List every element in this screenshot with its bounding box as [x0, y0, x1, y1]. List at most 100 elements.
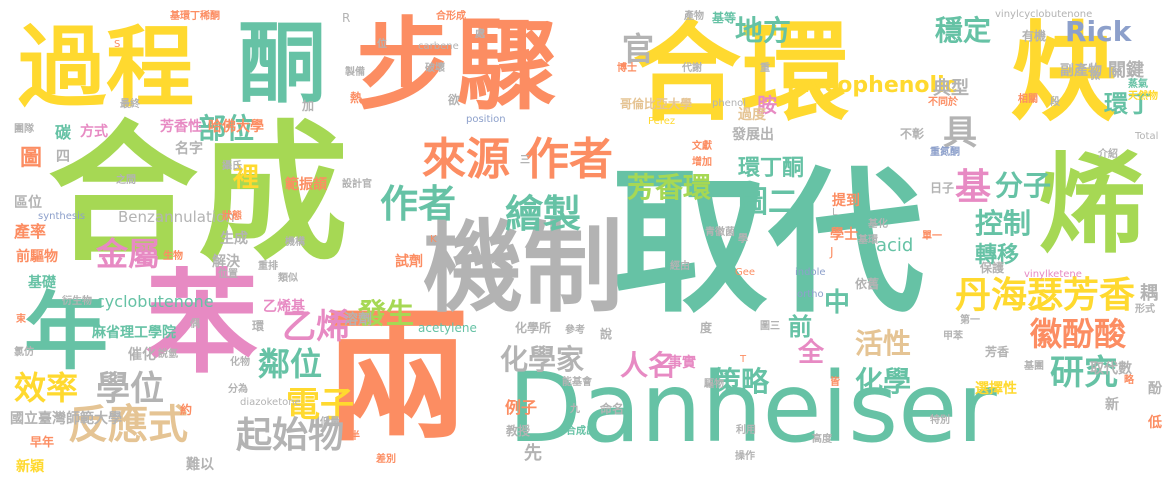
word-jichu: 基礎 — [28, 275, 56, 291]
word-shiji: 試劑 — [395, 254, 423, 270]
word-youji: 有機 — [1022, 29, 1047, 43]
word-liyong: 利用 — [736, 425, 756, 436]
word-jizhi: 機制 — [423, 209, 623, 326]
word-zhengqi: 蒸氣 — [1128, 79, 1148, 90]
word-fangxiangxing: 芳香性 — [160, 119, 202, 135]
word-huawu: 化物 — [230, 357, 250, 368]
word-tusan: 圖三 — [760, 321, 780, 332]
word-gee: Gee — [735, 267, 756, 278]
word-ortho: ortho — [797, 289, 824, 300]
word-fangxiang: 芳香 — [985, 345, 1010, 359]
word-lve: 略 — [1124, 375, 1134, 386]
word-caozuo: 操作 — [735, 451, 755, 462]
word-fazhanchu: 發展出 — [732, 127, 774, 143]
word-huizhi: 繪製 — [505, 192, 582, 236]
word-jideng: 基等 — [712, 11, 737, 25]
word-an: 胺 — [757, 93, 777, 117]
word-boshi: 博士 — [617, 63, 637, 74]
word-r: R — [342, 11, 351, 25]
word-kongzhi: 控制 — [975, 207, 1032, 240]
word-chabie: 差別 — [376, 454, 396, 465]
word-du: 度 — [700, 321, 713, 335]
word-qinghuijun: 青徽菌 — [705, 227, 735, 238]
word-qishiwu: 起始物 — [236, 415, 345, 456]
word-huoxing: 活性 — [855, 327, 912, 360]
word-fen: 酚 — [1148, 381, 1162, 397]
word-nian: 年 — [24, 283, 109, 381]
word-mingzi: 名字 — [175, 141, 203, 157]
word-zhuanyi: 轉移 — [975, 243, 1020, 268]
word-jigou: 機構 — [285, 237, 305, 248]
word-masheng: 麻省理工學院 — [92, 325, 176, 341]
word-ou-char: 偶 — [190, 319, 200, 330]
word-wenxian: 文獻 — [692, 141, 712, 152]
word-xuanzexing: 選擇性 — [975, 381, 1017, 397]
word-fenzi: 分子 — [995, 169, 1052, 202]
word-vinylketene: vinylketene — [1024, 269, 1082, 280]
word-jituan: 基團 — [1024, 361, 1044, 372]
word-cankao: 參考 — [565, 325, 585, 336]
word-xinying: 新穎 — [16, 459, 44, 475]
word-jingyou: 經由 — [670, 261, 690, 272]
word-fanyingshi: 反應式 — [68, 402, 188, 448]
word-shengcheng: 生成 — [220, 231, 248, 247]
word-hehuan: 合環 — [633, 11, 850, 136]
word-s: S — [114, 39, 121, 50]
word-zengjia: 增加 — [692, 157, 712, 168]
word-huanding: 環丁 — [1104, 90, 1152, 118]
word-hechengchu: 合成出 — [566, 426, 596, 437]
word-danyi: 單一 — [922, 231, 942, 242]
word-fuchanwu: 副產物 — [1060, 63, 1102, 79]
word-qudaishu: 取代數 — [1090, 361, 1132, 377]
word-total: Total — [1135, 131, 1159, 142]
word-shuoqing: 說氫 — [158, 349, 178, 360]
word-vinylcyclobutenone: vinylcyclobutenone — [995, 9, 1093, 20]
word-benzannulation: Benzannulation — [118, 208, 235, 226]
word-zhong: 中 — [824, 288, 851, 318]
word-difang: 地方 — [735, 14, 792, 47]
word-hecheng: 合成 — [48, 108, 349, 282]
word-chanwu: 產物 — [684, 11, 704, 22]
word-san: 三 — [520, 155, 530, 166]
word-jiaoshou: 教授 — [506, 424, 531, 438]
word-rick: Rick — [1065, 15, 1132, 48]
word-quan: 全 — [798, 338, 825, 368]
word-zhijian: 之間 — [116, 175, 136, 186]
word-leisi: 類似 — [278, 273, 298, 284]
word-tong: 酮 — [238, 12, 327, 115]
word-buzhang: 不彰 — [900, 127, 925, 141]
word-gelunbiya: 哥倫比亞大學 — [620, 97, 693, 111]
word-xiaolv: 效率 — [14, 369, 79, 407]
word-ji: 基 — [955, 167, 992, 208]
word-diazoketone: diazoketone — [240, 397, 301, 408]
word-ben: 苯 — [146, 259, 258, 389]
word-guocheng: 過程 — [18, 16, 195, 119]
word-tuer: 圖二 — [738, 185, 798, 220]
word-yijiu: 依舊 — [855, 277, 880, 291]
word-rizi: 日子 — [930, 181, 955, 195]
word-xuewei: 學位 — [96, 369, 164, 409]
word-indole: indole — [795, 267, 826, 278]
word-di: 低 — [1148, 415, 1162, 431]
word-gaodu: 高度 — [812, 434, 832, 445]
word-wei2: 微 — [1090, 71, 1100, 82]
word-liang: 兩 — [325, 293, 470, 462]
word-shuo: 說 — [600, 327, 613, 341]
word-laiyuan: 來源 — [422, 134, 510, 185]
word-celve: 策略 — [713, 365, 770, 398]
word-xin: 新 — [1105, 397, 1119, 413]
word-baohu: 保護 — [980, 261, 1005, 275]
word-xue: 學 — [738, 234, 748, 245]
word-huaxue: 化學 — [855, 365, 912, 398]
word-wei: 位 — [377, 39, 387, 50]
word-position: position — [466, 114, 506, 125]
word-wending: 穩定 — [935, 14, 992, 47]
word-zhong2: 重 — [760, 63, 770, 74]
word-yixiji: 乙烯基 — [263, 299, 305, 315]
word-tianranwu: 天然物 — [1128, 91, 1158, 102]
word-huan-char: 環 — [252, 319, 265, 333]
word-xiangguan: 相關 — [1018, 94, 1038, 105]
word-xi: 烯 — [1038, 143, 1147, 268]
word-ju: 具 — [943, 113, 977, 153]
